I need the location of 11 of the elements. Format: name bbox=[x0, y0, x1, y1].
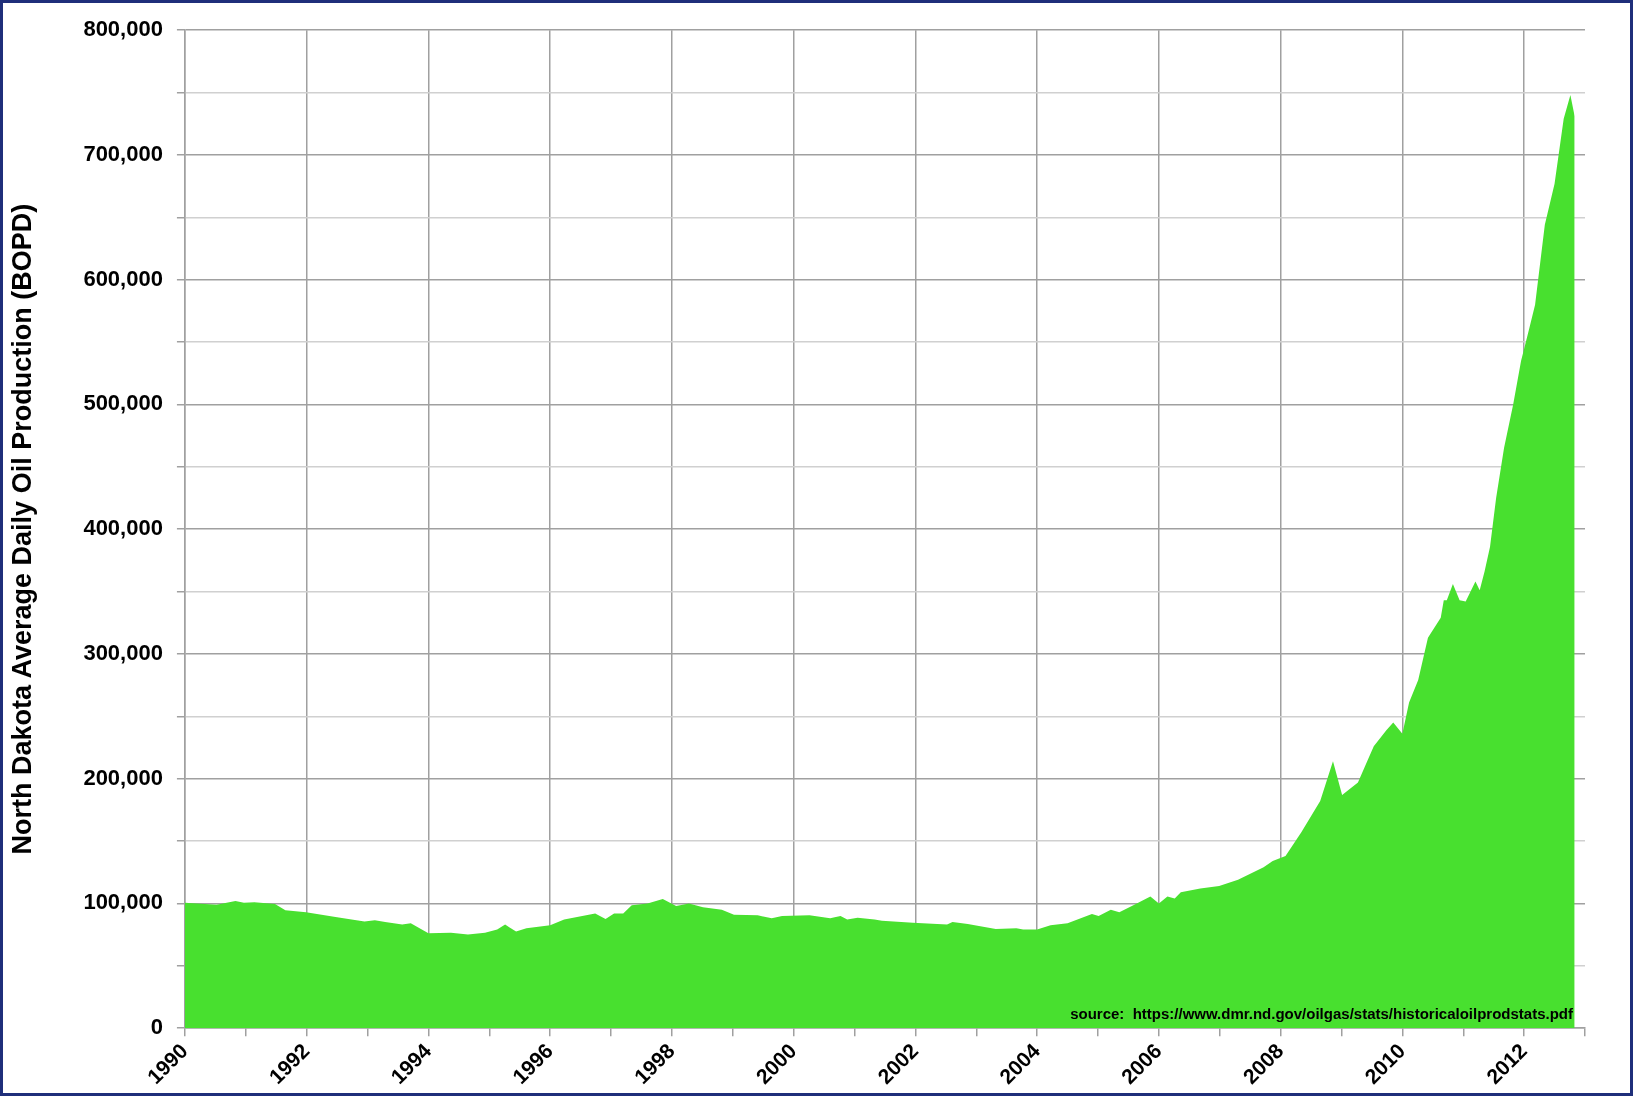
y-tick-label: 300,000 bbox=[83, 639, 163, 665]
y-tick-label: 500,000 bbox=[83, 390, 163, 416]
y-tick-label: 800,000 bbox=[83, 16, 163, 42]
annotation: source: https://www.dmr.nd.gov/oilgas/stats/historicaloilprodstats.pdf bbox=[1070, 1004, 1574, 1022]
y-tick-label: 700,000 bbox=[83, 141, 163, 167]
y-axis-title: North Dakota Average Daily Oil Production (BOPD) bbox=[6, 203, 37, 855]
y-tick-label: 100,000 bbox=[83, 889, 163, 915]
y-tick-label: 600,000 bbox=[83, 265, 163, 291]
y-tick-label: 400,000 bbox=[83, 515, 163, 541]
y-tick-label: 200,000 bbox=[83, 764, 163, 790]
y-tick-label: 0 bbox=[150, 1014, 163, 1040]
